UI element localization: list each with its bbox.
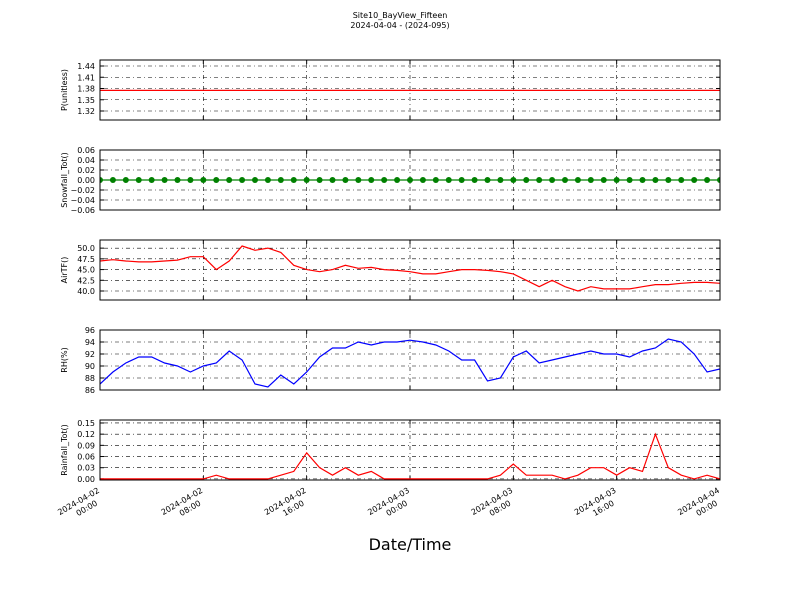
y-tick-label: 0.00 (77, 475, 95, 484)
y-tick-label: 1.38 (77, 85, 95, 94)
data-point (264, 177, 271, 183)
y-axis-label: P(unitless) (60, 69, 69, 111)
data-point (187, 177, 194, 183)
plot-frame (99, 59, 721, 121)
data-point (574, 177, 581, 183)
y-tick-label: 90 (85, 362, 95, 371)
data-point (226, 177, 233, 183)
data-point (329, 177, 336, 183)
data-point (523, 177, 530, 183)
y-tick-label: −0.04 (70, 196, 95, 205)
y-tick-label: 92 (85, 350, 95, 359)
data-point (407, 177, 413, 183)
data-point (587, 177, 594, 183)
data-point (342, 177, 349, 183)
data-point (562, 177, 568, 183)
y-tick-label: 0.03 (77, 464, 95, 473)
data-point (510, 177, 517, 183)
plot-frame (99, 329, 721, 391)
data-point (678, 177, 685, 183)
data-point (290, 177, 297, 183)
data-point (704, 177, 711, 183)
y-tick-label: 50.0 (77, 244, 95, 253)
y-tick-label: 86 (85, 386, 95, 395)
data-point (316, 177, 323, 183)
data-point (652, 177, 659, 183)
chart-title: Site10_BayView_Fifteen (353, 11, 448, 20)
chart-subtitle: 2024-04-04 - (2024-095) (350, 21, 449, 30)
data-point (497, 177, 504, 183)
data-point (239, 177, 246, 183)
data-point (109, 177, 116, 183)
data-point (419, 177, 426, 183)
data-point (213, 177, 220, 183)
data-point (717, 177, 720, 183)
y-tick-label: 1.32 (77, 107, 95, 116)
data-line (100, 338, 720, 388)
y-tick-label: 0.06 (77, 453, 95, 462)
data-line (100, 245, 720, 292)
plot-frame (99, 239, 721, 301)
data-point (100, 177, 103, 183)
data-point (161, 177, 168, 183)
data-point (148, 177, 155, 183)
y-tick-label: 0.12 (77, 430, 95, 439)
data-point (432, 177, 439, 183)
data-point (536, 177, 543, 183)
data-point (471, 177, 478, 183)
data-point (665, 177, 672, 183)
y-tick-label: 47.5 (77, 255, 95, 264)
y-tick-label: −0.02 (70, 186, 95, 195)
y-axis-label: AirTF() (60, 257, 69, 284)
plot-frame (99, 419, 721, 481)
y-tick-label: 0.15 (77, 419, 95, 428)
y-tick-label: 0.09 (77, 441, 95, 450)
data-point (303, 177, 310, 183)
data-point (639, 177, 646, 183)
data-point (394, 177, 401, 183)
y-tick-label: 0.02 (77, 166, 95, 175)
y-tick-label: 40.0 (77, 287, 95, 296)
y-tick-label: 88 (85, 374, 95, 383)
y-tick-label: 1.44 (77, 62, 95, 71)
data-point (174, 177, 181, 183)
y-tick-label: 0.04 (77, 156, 95, 165)
data-point (484, 177, 491, 183)
data-point (135, 177, 142, 183)
data-point (122, 177, 129, 183)
y-axis-label: Rainfall_Tot() (60, 424, 69, 476)
y-axis-label: RH(%) (60, 347, 69, 372)
y-tick-label: −0.06 (70, 206, 95, 215)
data-point (613, 177, 620, 183)
data-point (381, 177, 388, 183)
data-point (626, 177, 633, 183)
data-point (252, 177, 258, 183)
y-tick-label: 42.5 (77, 276, 95, 285)
y-axis-label: Snowfall_Tot() (60, 152, 69, 208)
y-tick-label: 0.00 (77, 176, 95, 185)
data-point (277, 177, 284, 183)
data-point (458, 177, 465, 183)
y-tick-label: 0.06 (77, 146, 95, 155)
y-tick-label: 94 (85, 338, 95, 347)
y-tick-label: 1.35 (77, 96, 95, 105)
data-point (445, 177, 452, 183)
data-point (355, 177, 362, 183)
plot-frame (99, 149, 721, 211)
data-point (200, 177, 207, 183)
data-point (600, 177, 607, 183)
data-point (691, 177, 698, 183)
y-tick-label: 96 (85, 326, 95, 335)
data-point (368, 177, 375, 183)
data-point (549, 177, 556, 183)
data-line (100, 432, 720, 480)
y-tick-label: 45.0 (77, 266, 95, 275)
y-tick-label: 1.41 (77, 73, 95, 82)
x-axis-label: Date/Time (369, 535, 452, 554)
